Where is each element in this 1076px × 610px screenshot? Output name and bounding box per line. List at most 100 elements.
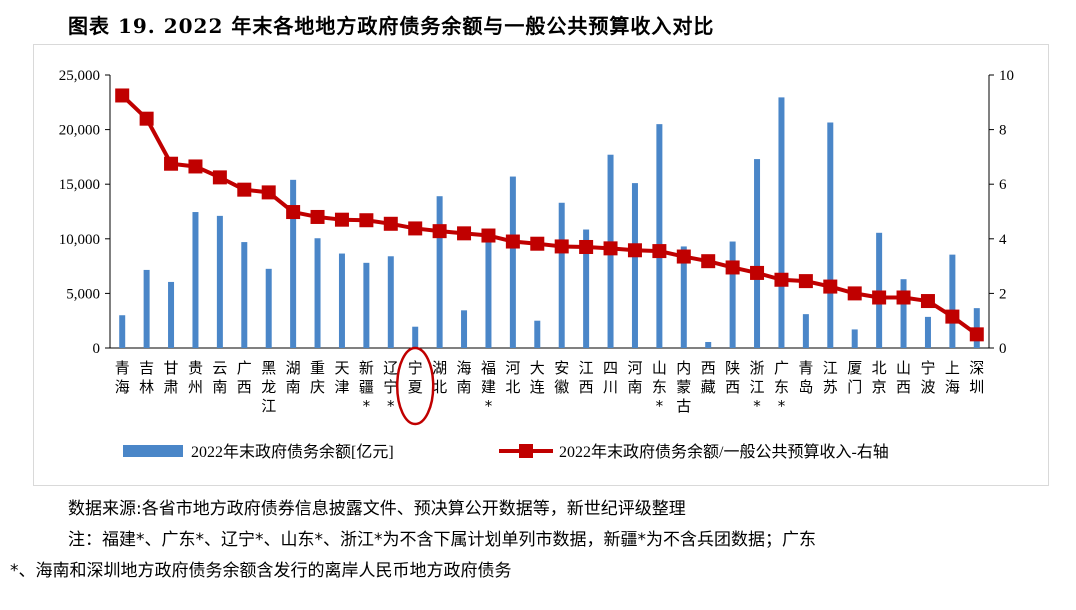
- category-label: 贵州: [188, 359, 203, 396]
- category-label: 安徽: [554, 359, 569, 396]
- category-label: 北京: [872, 359, 887, 396]
- source-note: 数据来源:各省市地方政府债券信息披露文件、预决算公开数据等，新世纪评级整理: [68, 499, 686, 519]
- footnote-line-2: *、海南和深圳地方政府债务余额含发行的离岸人民币地方政府债务: [10, 561, 512, 581]
- ratio-marker: [627, 243, 642, 258]
- bar: [509, 176, 516, 348]
- y-left-tick-label: 25,000: [59, 68, 100, 84]
- bar: [900, 279, 907, 348]
- ratio-marker: [579, 239, 594, 254]
- ratio-marker: [457, 226, 472, 241]
- category-label: 山东*: [652, 359, 667, 415]
- bar: [802, 314, 809, 348]
- bar: [265, 268, 272, 348]
- ratio-marker: [139, 111, 154, 126]
- ratio-marker: [945, 309, 960, 324]
- category-label: 上海: [945, 359, 960, 396]
- y-left-tick-label: 10,000: [59, 232, 100, 248]
- ratio-marker: [823, 279, 838, 294]
- bar: [387, 256, 394, 348]
- y-right-tick-label: 0: [999, 341, 1007, 357]
- ratio-marker: [334, 212, 349, 227]
- bar: [168, 281, 175, 348]
- category-label: 山西: [896, 359, 911, 396]
- bar: [241, 242, 248, 348]
- ratio-marker: [237, 182, 252, 197]
- category-label: 江苏: [823, 359, 838, 396]
- y-right-tick-label: 4: [999, 232, 1007, 248]
- ratio-marker: [798, 274, 813, 289]
- bar: [436, 196, 443, 348]
- category-label: 甘肃: [164, 359, 179, 396]
- ratio-marker: [115, 88, 130, 103]
- ratio-marker: [603, 241, 618, 256]
- bar: [485, 237, 492, 348]
- ratio-marker: [408, 221, 423, 236]
- bar: [924, 316, 931, 348]
- bar: [827, 122, 834, 348]
- legend-line-label: 2022年末政府债务余额/一般公共预算收入-右轴: [559, 442, 889, 461]
- category-label: 西藏: [701, 359, 716, 396]
- category-label: 宁波: [920, 359, 935, 396]
- ratio-marker: [432, 224, 447, 239]
- category-label: 宁夏: [408, 359, 423, 396]
- legend-line-marker: [519, 444, 533, 458]
- category-label: 大连: [530, 359, 545, 396]
- category-label: 广东*: [774, 359, 789, 415]
- y-left-tick-label: 15,000: [59, 177, 100, 193]
- category-label: 陕西: [725, 359, 740, 396]
- ratio-marker: [701, 254, 716, 269]
- bar: [143, 269, 150, 348]
- category-label: 新疆*: [359, 359, 374, 415]
- category-label: 深圳: [969, 359, 984, 396]
- y-left-tick-label: 0: [93, 341, 101, 357]
- bar: [754, 159, 761, 348]
- y-right-tick-label: 10: [999, 68, 1014, 84]
- category-label: 河北: [505, 359, 520, 396]
- bar: [558, 202, 565, 348]
- category-label: 青海: [115, 359, 130, 396]
- bar: [461, 310, 468, 348]
- category-label: 内蒙古: [676, 359, 691, 415]
- legend-bar-label: 2022年末政府债务余额[亿元]: [191, 442, 394, 461]
- bar: [656, 124, 663, 348]
- category-label: 厦门: [847, 359, 862, 396]
- ratio-marker: [359, 213, 374, 228]
- chart-border: [33, 44, 1049, 486]
- bar: [851, 329, 858, 348]
- highlight-circle: [395, 346, 435, 426]
- category-label: 广西: [237, 359, 252, 396]
- bar: [705, 341, 712, 348]
- category-label: 海南: [457, 359, 472, 396]
- category-label: 吉林: [139, 359, 154, 396]
- bar: [119, 315, 126, 348]
- bar: [949, 254, 956, 348]
- ratio-marker: [310, 209, 325, 224]
- ratio-marker: [188, 159, 203, 174]
- legend-bar-swatch: [123, 445, 183, 457]
- bar: [412, 326, 419, 348]
- ratio-marker: [969, 327, 984, 342]
- bar: [729, 241, 736, 348]
- chart-area: 0 5,000 10,000 15,000 20,000 25,000 0 2 4 6 8 10 青海吉…: [33, 44, 1049, 486]
- bar: [363, 262, 370, 348]
- category-label: 辽宁*: [383, 359, 398, 415]
- bar: [631, 183, 638, 348]
- ratio-marker: [725, 260, 740, 275]
- category-label: 云南: [212, 359, 227, 396]
- category-label: 浙江*: [750, 359, 765, 415]
- ratio-marker: [212, 170, 227, 185]
- ratio-marker: [261, 185, 276, 200]
- bar: [290, 179, 297, 348]
- y-right-tick-label: 2: [999, 286, 1007, 302]
- bar: [778, 97, 785, 348]
- ratio-marker: [652, 244, 667, 259]
- ratio-marker: [383, 216, 398, 231]
- ratio-marker: [286, 205, 301, 220]
- category-label: 河南: [627, 359, 642, 396]
- category-label: 福建*: [481, 359, 496, 415]
- category-label: 江西: [579, 359, 594, 396]
- ratio-marker: [676, 249, 691, 264]
- ratio-marker: [896, 290, 911, 305]
- figure-title: 图表 19. 2022 年末各地地方政府债务余额与一般公共预算收入对比: [68, 14, 715, 38]
- y-left-tick-label: 5,000: [66, 286, 100, 302]
